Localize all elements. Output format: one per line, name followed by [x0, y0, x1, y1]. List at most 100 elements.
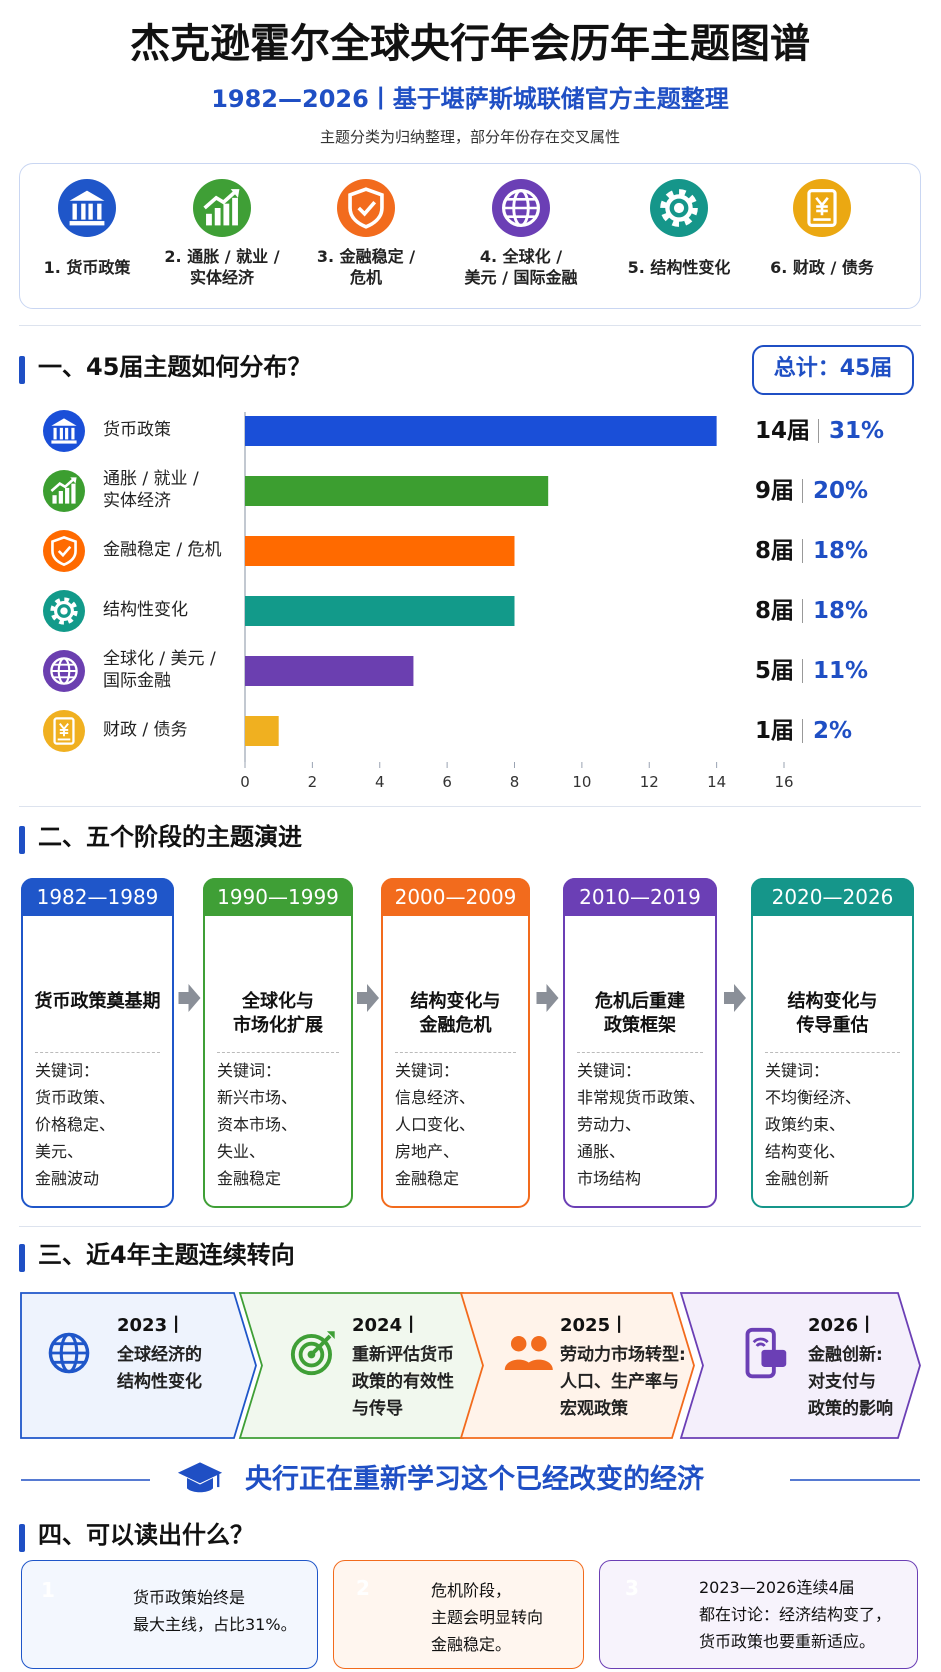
icon [43, 590, 85, 632]
stage-band [21, 878, 174, 916]
value-row: 14届 31% [755, 416, 884, 446]
shift-text: 全球经济的 结构性变化 [117, 1345, 202, 1392]
icon-circle [43, 470, 85, 512]
value-row: 5届 11% [755, 656, 868, 686]
icon-part [348, 187, 384, 229]
stage-period: 2010—2019 [579, 885, 701, 909]
total-box [752, 345, 914, 395]
year: 2025丨 [560, 1315, 629, 1336]
icon-glyph [69, 190, 105, 226]
icon-circle [43, 410, 85, 452]
keyword: 金融波动 [35, 1169, 100, 1188]
keyword: 不均衡经济、 [765, 1088, 862, 1107]
icon-part [51, 663, 77, 679]
icon-part [503, 197, 539, 219]
x-tick-label: 10 [572, 773, 592, 791]
icon-glyph [48, 1332, 90, 1374]
icon-part [51, 440, 77, 444]
icon-part [290, 1334, 332, 1376]
icon-glyph [502, 189, 540, 227]
card-number: 2 [356, 1576, 370, 1600]
x-tick-label: 4 [374, 773, 385, 791]
icon-part [298, 1341, 325, 1368]
stage-period: 1982—1989 [36, 885, 159, 909]
card-text: 货币政策始终是 最大主线，占比31%。 [133, 1588, 297, 1634]
icon [504, 1335, 553, 1371]
keyword-label: 关键词： [577, 1061, 642, 1080]
icon-part [71, 483, 76, 504]
stage-card [203, 878, 353, 1208]
stage-divider [35, 1052, 160, 1053]
icon-part [761, 1349, 787, 1367]
value-row: 8届 18% [755, 536, 868, 566]
subtitle: 1982—2026丨基于堪萨斯城联储官方主题整理 [211, 85, 729, 113]
icon-part [51, 418, 77, 426]
icon-part [51, 535, 77, 567]
total: 总计：45届 [773, 356, 893, 381]
category-label: 财政 / 债务 [103, 720, 188, 740]
icon-part [203, 189, 238, 210]
x-tick-label: 8 [509, 773, 520, 791]
icon-part [71, 427, 75, 440]
share-label: 18% [813, 598, 869, 624]
card-number: 3 [625, 1576, 639, 1600]
icon [650, 179, 708, 237]
icon-part [50, 477, 76, 492]
keyword: 通胀、 [577, 1142, 626, 1161]
icon-part [230, 189, 240, 198]
takeaway-card [333, 1560, 584, 1669]
value-label: 1届 [755, 719, 804, 743]
category-label: 全球化 / 美元 / 国际金融 [103, 649, 216, 692]
icon-part [177, 1462, 223, 1484]
stage-arrow [178, 984, 201, 1012]
icon-part [58, 491, 63, 504]
icon-glyph [290, 1331, 335, 1376]
title: 杰克逊霍尔全球央行年会历年主题图谱 [130, 21, 810, 67]
icon-glyph [745, 1327, 787, 1379]
icon [48, 1332, 90, 1374]
icon-part [752, 1337, 769, 1347]
icon-part [187, 1478, 213, 1493]
legend-label: 1. 货币政策 [43, 258, 131, 277]
keyword: 价格稳定、 [35, 1115, 116, 1134]
keyword: 人口变化、 [395, 1115, 476, 1134]
keyword-label: 关键词： [765, 1061, 830, 1080]
stage-arrow [536, 984, 559, 1012]
keyword-label: 关键词： [217, 1061, 282, 1080]
icon-part [510, 1335, 527, 1352]
icon-part [673, 202, 685, 214]
chevron [20, 1292, 257, 1439]
takeaway-card [599, 1560, 918, 1669]
keyword-label: 关键词： [395, 1061, 460, 1080]
divider [19, 806, 921, 807]
stage-title: 结构变化与 金融危机 [410, 991, 501, 1036]
legend-label: 3. 金融稳定 / 危机 [316, 247, 416, 288]
card-text: 2023—2026连续4届 都在讨论：经济结构变了， 货币政策也要重新适应。 [699, 1578, 892, 1651]
keyword: 劳动力、 [577, 1115, 642, 1134]
bar [245, 476, 549, 506]
icon-part [665, 194, 693, 222]
icon-glyph [51, 535, 77, 567]
chevron [679, 1292, 921, 1439]
keyword: 金融稳定 [395, 1169, 460, 1188]
icon-glyph [51, 418, 77, 444]
icon-part [70, 477, 77, 484]
icon [337, 179, 395, 237]
icon [43, 530, 85, 572]
icon-glyph [504, 1335, 553, 1371]
shift-text: 劳动力市场转型: 人口、生产率与 宏观政策 [560, 1345, 686, 1419]
icon [58, 179, 116, 237]
category-label: 结构性变化 [103, 600, 188, 620]
value-label: 5届 [755, 659, 804, 683]
keyword-label: 关键词： [35, 1061, 100, 1080]
stage-title: 全球化与 市场化扩展 [233, 991, 323, 1036]
icon [43, 470, 85, 512]
section-heading: 二、五个阶段的主题演进 [38, 823, 302, 851]
value-label: 14届 [755, 419, 820, 443]
keyword: 资本市场、 [217, 1115, 298, 1134]
share-label: 2% [813, 718, 853, 744]
section-heading: 三、近4年主题连续转向 [38, 1241, 295, 1269]
stage-period: 1990—1999 [217, 885, 339, 909]
icon-part [206, 213, 212, 226]
heading-bar [19, 1524, 25, 1552]
